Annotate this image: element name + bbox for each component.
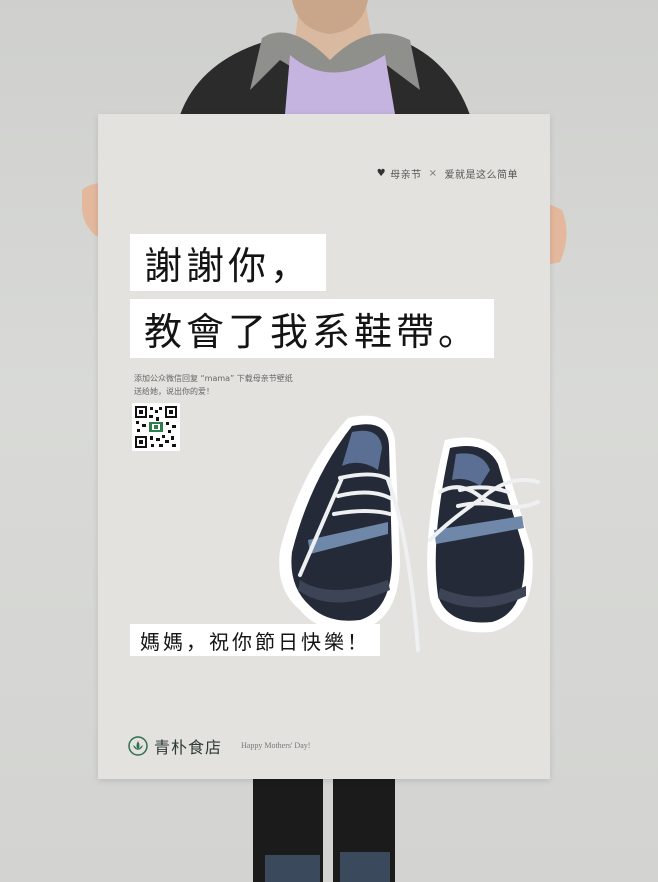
wechat-note: 添加公众微信回复 “mama” 下载母亲节壁纸 送给她，说出你的爱！: [134, 372, 293, 398]
poster: ♥ 母亲节 × 爱就是这么简单 謝謝你， 教會了我系鞋帶。 添加公众微信回复 “…: [98, 114, 550, 779]
note-line2: 送给她，说出你的爱！: [134, 387, 214, 396]
tagline-part2: 爱就是这么简单: [444, 170, 518, 181]
tagline-part1: 母亲节: [390, 170, 422, 181]
brand-name: 青朴食店: [154, 738, 223, 757]
poster-tagline: ♥ 母亲节 × 爱就是这么简单: [377, 166, 518, 181]
lotus-logo-icon: [128, 736, 148, 756]
headline-line2: 教會了我系鞋帶。: [130, 299, 495, 358]
heart-icon: ♥: [376, 168, 387, 179]
note-line1: 添加公众微信回复 “mama” 下载母亲节壁纸: [134, 374, 293, 383]
greeting-banner: 媽媽，祝你節日快樂！: [130, 624, 380, 656]
brand-tagline: Happy Mothers' Day!: [241, 741, 311, 750]
brand: 青朴食店: [128, 734, 222, 758]
tagline-separator: ×: [428, 168, 438, 179]
headline-line1: 謝謝你，: [130, 234, 327, 291]
baby-shoes-image: [279, 415, 540, 652]
qr-code: [132, 403, 180, 451]
